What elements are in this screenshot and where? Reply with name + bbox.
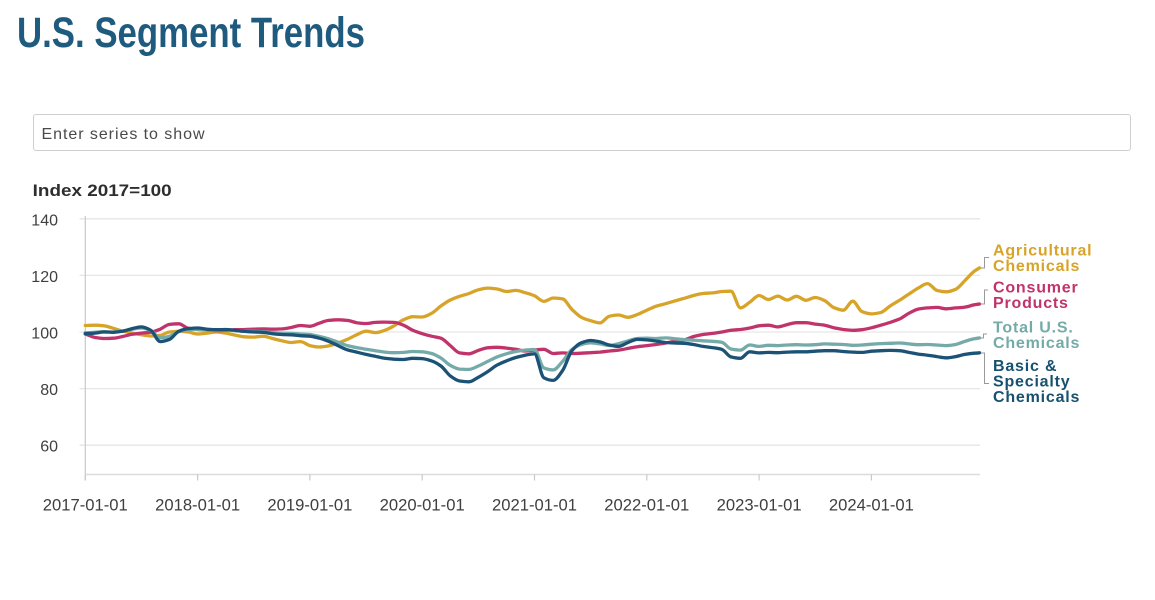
svg-text:Consumer: Consumer [993,280,1079,297]
svg-text:Agricultural: Agricultural [993,243,1092,260]
svg-text:2017-01-01: 2017-01-01 [43,497,128,515]
svg-text:60: 60 [40,439,58,456]
svg-text:Total U.S.: Total U.S. [993,320,1074,337]
svg-text:2024-01-01: 2024-01-01 [829,497,914,515]
svg-text:120: 120 [31,269,58,286]
svg-text:2023-01-01: 2023-01-01 [717,497,802,515]
svg-text:2018-01-01: 2018-01-01 [155,497,240,515]
svg-text:100: 100 [31,326,58,343]
svg-text:2019-01-01: 2019-01-01 [267,497,352,515]
svg-text:2020-01-01: 2020-01-01 [380,497,465,515]
svg-text:140: 140 [31,212,58,229]
svg-text:Chemicals: Chemicals [993,258,1080,275]
svg-text:Chemicals: Chemicals [993,335,1080,352]
svg-text:80: 80 [40,382,58,399]
svg-text:Specialty: Specialty [993,373,1070,390]
svg-text:Basic &: Basic & [993,358,1057,375]
svg-text:Index 2017=100: Index 2017=100 [33,182,172,200]
svg-text:Chemicals: Chemicals [993,389,1080,406]
svg-text:Products: Products [993,295,1069,312]
svg-text:2021-01-01: 2021-01-01 [492,497,577,515]
svg-text:U.S. Segment Trends: U.S. Segment Trends [17,9,365,57]
svg-text:2022-01-01: 2022-01-01 [604,497,689,515]
